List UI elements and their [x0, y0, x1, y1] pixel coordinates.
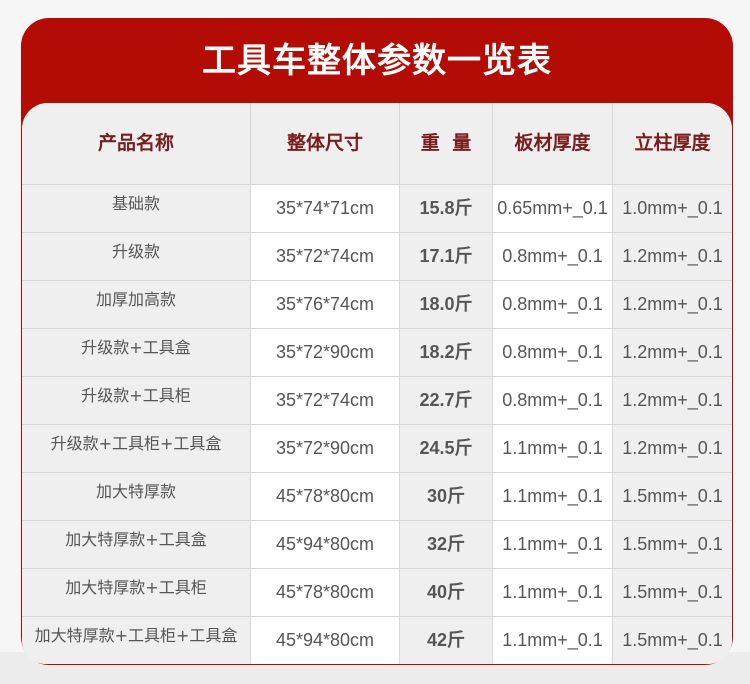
cell-product-name: 加大特厚款+工具柜 — [22, 569, 250, 616]
cell-column-thickness: 1.5mm+_0.1 — [612, 521, 732, 568]
cell-dimensions: 45*94*80cm — [250, 617, 399, 664]
table-row: 升级款+工具柜+工具盒 35*72*90cm 24.5斤 1.1mm+_0.1 1.2m… — [22, 424, 732, 472]
cell-weight: 22.7斤 — [399, 377, 492, 424]
cell-product-name: 基础款 — [22, 185, 250, 232]
cell-weight: 30斤 — [399, 473, 492, 520]
cell-column-thickness: 1.2mm+_0.1 — [612, 281, 732, 328]
cell-product-name: 升级款+工具柜 — [22, 377, 250, 424]
cell-product-name: 升级款+工具柜+工具盒 — [22, 425, 250, 472]
table-row: 加大特厚款+工具柜 45*78*80cm 40斤 1.1mm+_0.1 1.5mm+_0… — [22, 568, 732, 616]
cell-weight: 32斤 — [399, 521, 492, 568]
cell-dimensions: 35*74*71cm — [250, 185, 399, 232]
cell-weight: 40斤 — [399, 569, 492, 616]
cell-panel-thickness: 0.8mm+_0.1 — [492, 329, 612, 376]
cell-panel-thickness: 1.1mm+_0.1 — [492, 569, 612, 616]
cell-product-name: 升级款 — [22, 233, 250, 280]
table-row: 升级款+工具柜 35*72*74cm 22.7斤 0.8mm+_0.1 1.2mm+_0… — [22, 376, 732, 424]
cell-dimensions: 35*72*74cm — [250, 377, 399, 424]
cell-column-thickness: 1.2mm+_0.1 — [612, 329, 732, 376]
cell-dimensions: 35*72*90cm — [250, 329, 399, 376]
cell-dimensions: 35*72*90cm — [250, 425, 399, 472]
cell-weight: 18.2斤 — [399, 329, 492, 376]
cell-weight: 24.5斤 — [399, 425, 492, 472]
cell-dimensions: 45*94*80cm — [250, 521, 399, 568]
cell-column-thickness: 1.2mm+_0.1 — [612, 425, 732, 472]
cell-column-thickness: 1.5mm+_0.1 — [612, 569, 732, 616]
cell-weight: 15.8斤 — [399, 185, 492, 232]
cell-panel-thickness: 0.8mm+_0.1 — [492, 281, 612, 328]
cell-panel-thickness: 1.1mm+_0.1 — [492, 473, 612, 520]
cell-product-name: 加厚加高款 — [22, 281, 250, 328]
cell-panel-thickness: 0.8mm+_0.1 — [492, 377, 612, 424]
cell-dimensions: 35*72*74cm — [250, 233, 399, 280]
spec-table: 产品名称 整体尺寸 重 量 板材厚度 立柱厚度 基础款 35*74*71cm 15.… — [22, 103, 732, 664]
table-body: 基础款 35*74*71cm 15.8斤 0.65mm+_0.1 1.0mm+_0.1 升… — [22, 184, 732, 664]
cell-panel-thickness: 1.1mm+_0.1 — [492, 521, 612, 568]
cell-panel-thickness: 1.1mm+_0.1 — [492, 617, 612, 664]
page-title: 工具车整体参数一览表 — [202, 41, 552, 81]
cell-panel-thickness: 0.8mm+_0.1 — [492, 233, 612, 280]
cell-weight: 17.1斤 — [399, 233, 492, 280]
cell-column-thickness: 1.2mm+_0.1 — [612, 377, 732, 424]
cell-weight: 18.0斤 — [399, 281, 492, 328]
header-column-thickness: 立柱厚度 — [612, 103, 732, 184]
table-row: 加大特厚款+工具盒 45*94*80cm 32斤 1.1mm+_0.1 1.5mm+_0… — [22, 520, 732, 568]
table-row: 基础款 35*74*71cm 15.8斤 0.65mm+_0.1 1.0mm+_0.1 — [22, 184, 732, 232]
header-weight: 重 量 — [399, 103, 492, 184]
cell-column-thickness: 1.0mm+_0.1 — [612, 185, 732, 232]
cell-panel-thickness: 1.1mm+_0.1 — [492, 425, 612, 472]
table-row: 加大特厚款+工具柜+工具盒 45*94*80cm 42斤 1.1mm+_0.1 1.5m… — [22, 616, 732, 664]
table-row: 升级款 35*72*74cm 17.1斤 0.8mm+_0.1 1.2mm+_0.1 — [22, 232, 732, 280]
cell-product-name: 升级款+工具盒 — [22, 329, 250, 376]
table-header-row: 产品名称 整体尺寸 重 量 板材厚度 立柱厚度 — [22, 103, 732, 184]
cell-column-thickness: 1.5mm+_0.1 — [612, 617, 732, 664]
header-dimensions: 整体尺寸 — [250, 103, 399, 184]
cell-product-name: 加大特厚款+工具柜+工具盒 — [22, 617, 250, 664]
cell-panel-thickness: 0.65mm+_0.1 — [492, 185, 612, 232]
cell-product-name: 加大特厚款+工具盒 — [22, 521, 250, 568]
header-panel-thickness: 板材厚度 — [492, 103, 612, 184]
spec-card: 工具车整体参数一览表 产品名称 整体尺寸 重 量 板材厚度 立柱厚度 基础款 35… — [21, 18, 733, 665]
cell-dimensions: 45*78*80cm — [250, 569, 399, 616]
cell-dimensions: 45*78*80cm — [250, 473, 399, 520]
header-product-name: 产品名称 — [22, 103, 250, 184]
cell-weight: 42斤 — [399, 617, 492, 664]
cell-product-name: 加大特厚款 — [22, 473, 250, 520]
table-row: 加厚加高款 35*76*74cm 18.0斤 0.8mm+_0.1 1.2mm+_0.1 — [22, 280, 732, 328]
cell-column-thickness: 1.2mm+_0.1 — [612, 233, 732, 280]
cell-column-thickness: 1.5mm+_0.1 — [612, 473, 732, 520]
table-row: 升级款+工具盒 35*72*90cm 18.2斤 0.8mm+_0.1 1.2mm+_0… — [22, 328, 732, 376]
cell-dimensions: 35*76*74cm — [250, 281, 399, 328]
table-row: 加大特厚款 45*78*80cm 30斤 1.1mm+_0.1 1.5mm+_0.1 — [22, 472, 732, 520]
